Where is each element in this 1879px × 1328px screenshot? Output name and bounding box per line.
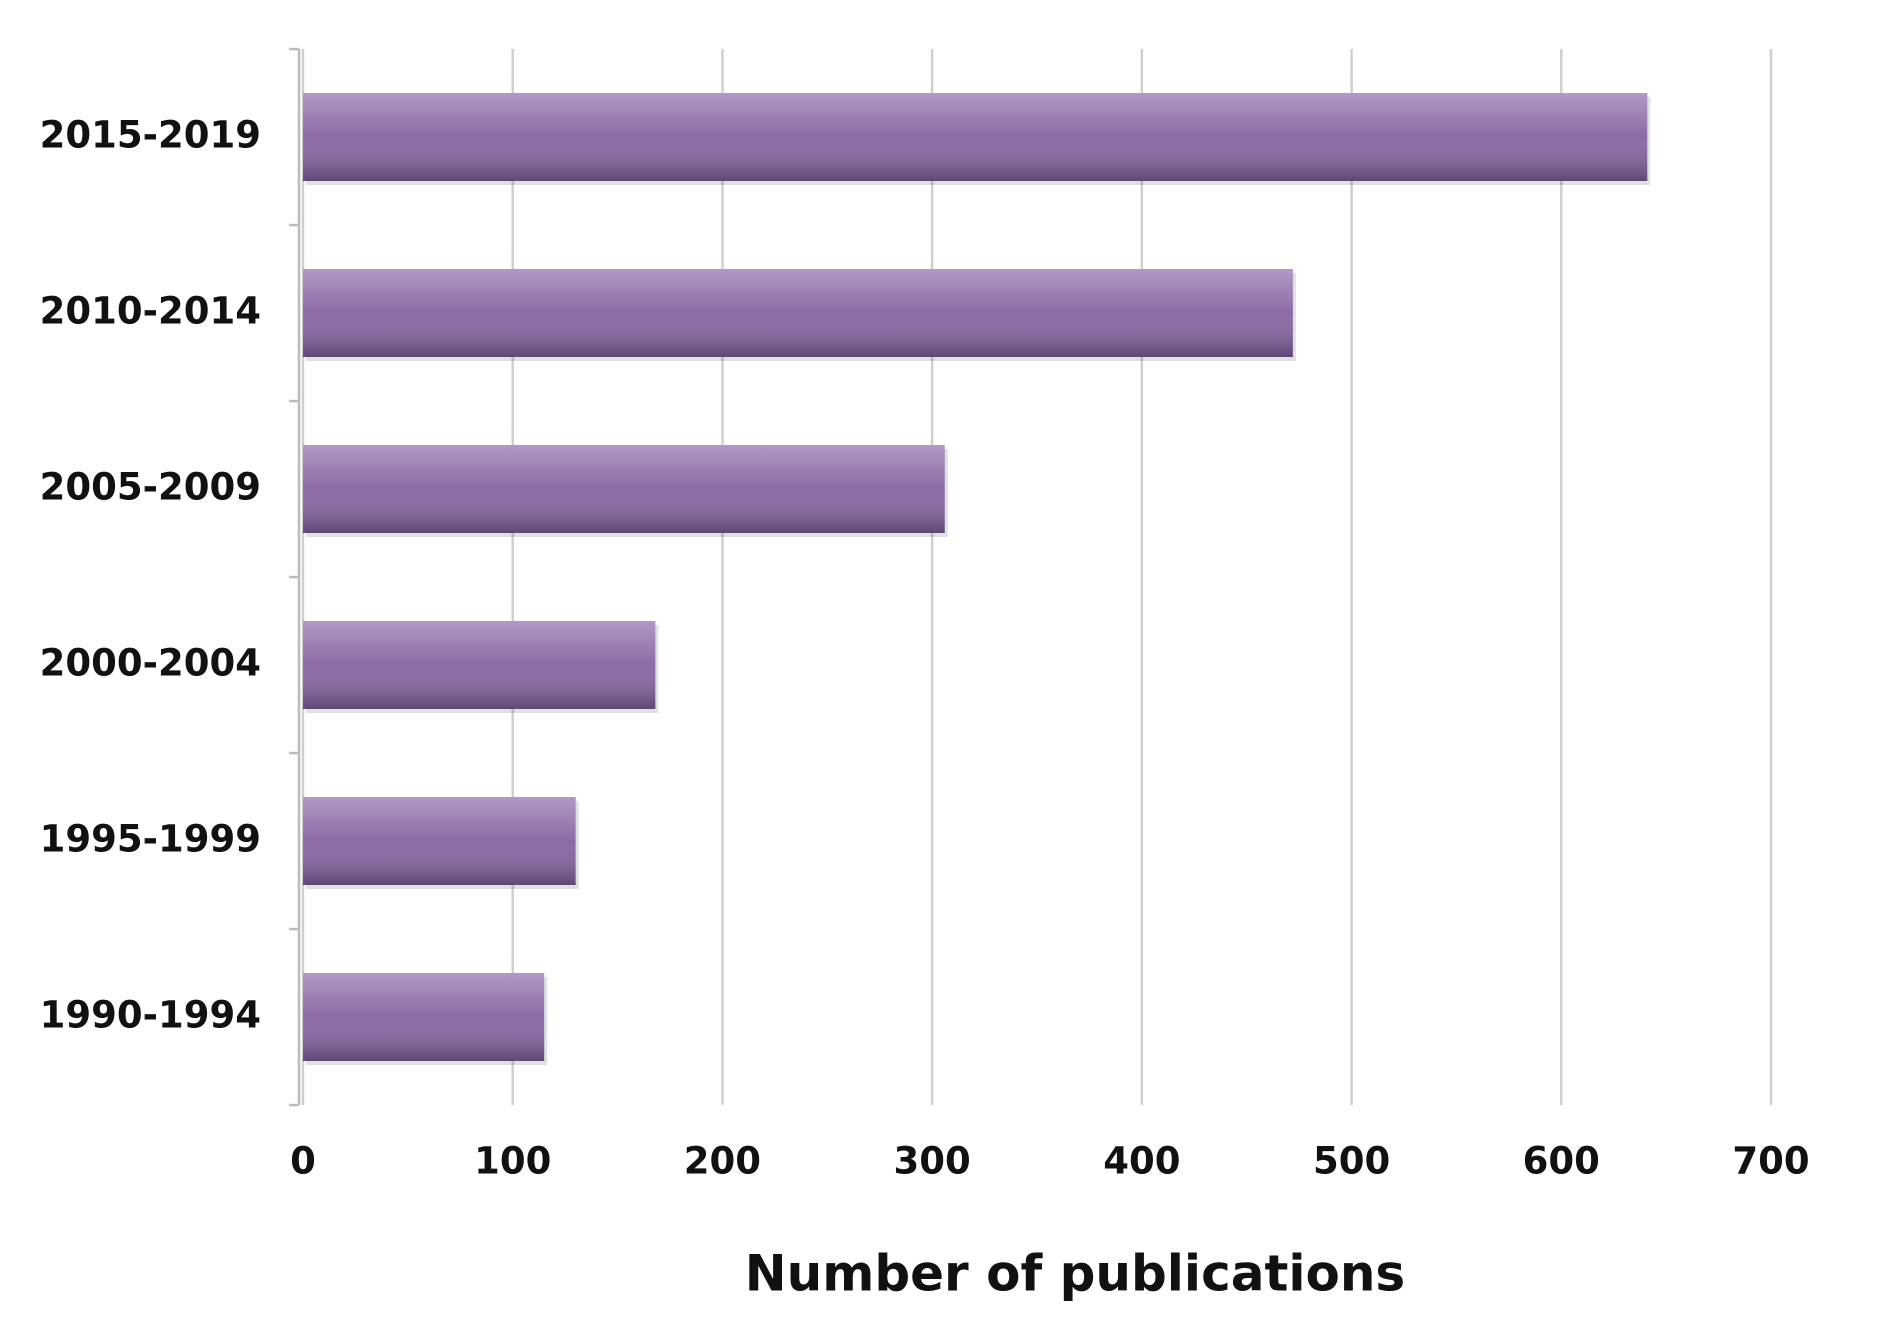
bar-shading	[303, 269, 1293, 357]
bar-shading	[303, 445, 945, 533]
bar-shading	[303, 973, 545, 1061]
y-tick-label: 2010-2014	[40, 290, 261, 333]
x-tick-label: 100	[474, 1140, 551, 1183]
x-tick-label: 300	[894, 1140, 971, 1183]
bar-shading	[303, 797, 576, 885]
x-axis-title: Number of publications	[745, 1245, 1405, 1303]
y-tick-label: 2005-2009	[40, 466, 261, 509]
x-tick-label: 500	[1313, 1140, 1390, 1183]
x-tick-label: 200	[684, 1140, 761, 1183]
x-tick-label: 700	[1732, 1140, 1809, 1183]
x-tick-label: 600	[1523, 1140, 1600, 1183]
y-tick-label: 1995-1999	[40, 818, 261, 861]
bar-shading	[303, 93, 1648, 181]
y-tick-label: 1990-1994	[40, 994, 261, 1037]
y-tick-label: 2000-2004	[40, 642, 261, 685]
y-tick-label: 2015-2019	[40, 114, 261, 157]
bar-shading	[303, 621, 656, 709]
x-tick-label: 400	[1103, 1140, 1180, 1183]
x-tick-label: 0	[290, 1140, 316, 1183]
